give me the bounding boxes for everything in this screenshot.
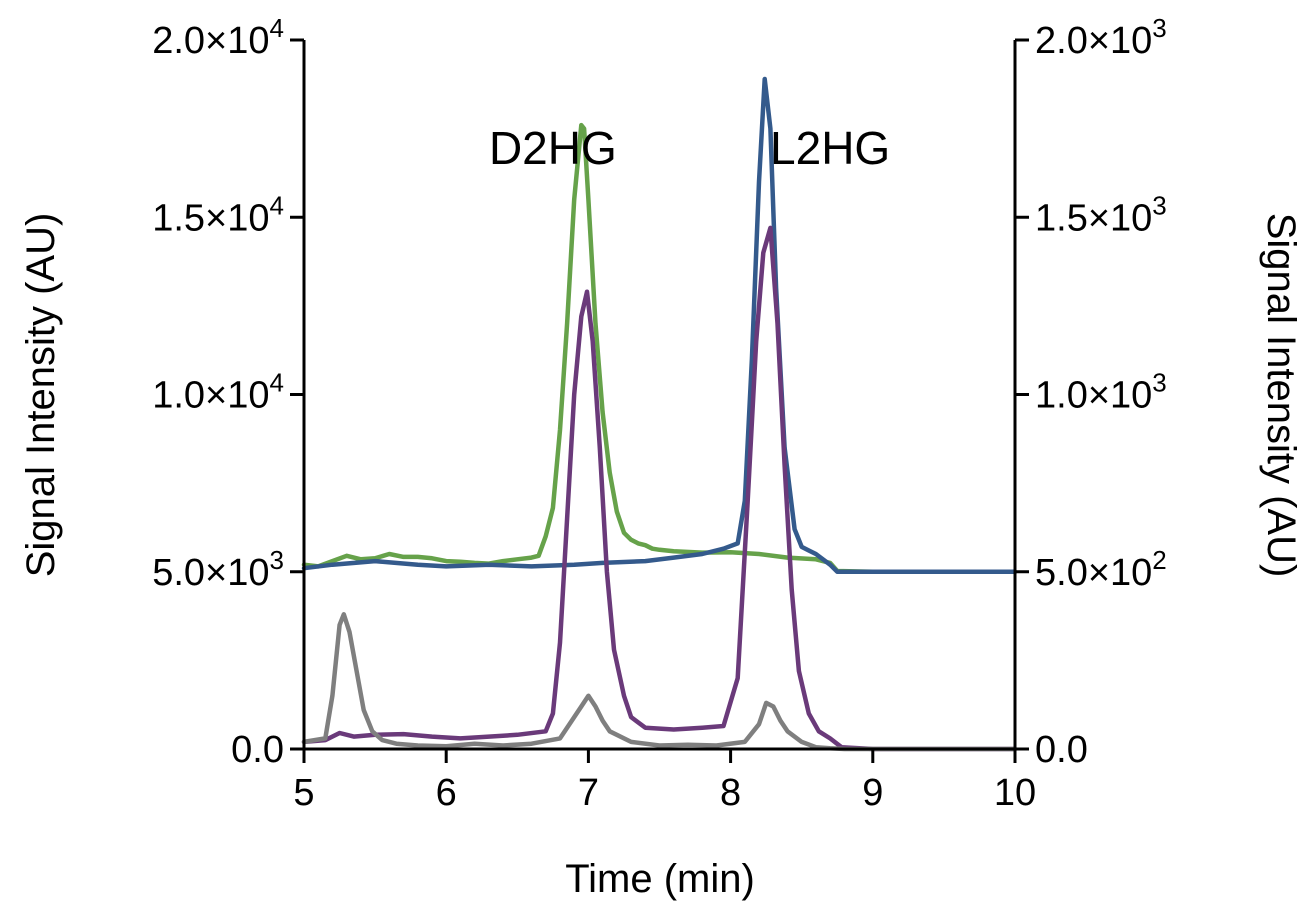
right-y-tick-label: 5.0×102 <box>1035 545 1167 594</box>
x-ticks: 5 6 7 8 9 10 <box>293 749 1036 814</box>
x-tick-label: 9 <box>862 772 883 814</box>
x-axis-title: Time (min) <box>565 857 755 901</box>
x-tick-label: 10 <box>994 772 1036 814</box>
left-y-tick-label: 5.0×103 <box>152 545 284 594</box>
series-line-1 <box>301 122 1018 575</box>
x-tick-label: 8 <box>720 772 741 814</box>
right-y-tick-label: 2.0×103 <box>1035 13 1167 62</box>
left-y-ticks: 0.0 5.0×103 1.0×104 1.5×104 2.0×104 <box>152 13 304 771</box>
series-line-4 <box>301 612 1018 752</box>
series-line-3 <box>301 225 1018 752</box>
right-y-ticks: 0.0 5.0×102 1.0×103 1.5×103 2.0×103 <box>1015 13 1167 771</box>
series-line-2 <box>301 76 1018 575</box>
left-y-tick-label: 1.5×104 <box>152 190 284 239</box>
x-tick-label: 6 <box>436 772 457 814</box>
peak-label-l2hg: L2HG <box>770 122 890 174</box>
plot-series <box>301 76 1018 752</box>
left-y-axis-title: Signal Intensity (AU) <box>19 213 63 578</box>
annotations: D2HG L2HG <box>489 122 890 174</box>
right-y-tick-label: 1.5×103 <box>1035 190 1167 239</box>
peak-label-d2hg: D2HG <box>489 122 617 174</box>
left-y-tick-label: 0.0 <box>231 729 284 771</box>
left-y-tick-label: 1.0×104 <box>152 368 284 417</box>
right-y-tick-label: 0.0 <box>1035 729 1088 771</box>
right-y-axis-title: Signal Intensity (AU) <box>1259 213 1303 578</box>
x-tick-label: 7 <box>578 772 599 814</box>
x-tick-label: 5 <box>293 772 314 814</box>
left-y-tick-label: 2.0×104 <box>152 13 284 62</box>
right-y-tick-label: 1.0×103 <box>1035 368 1167 417</box>
